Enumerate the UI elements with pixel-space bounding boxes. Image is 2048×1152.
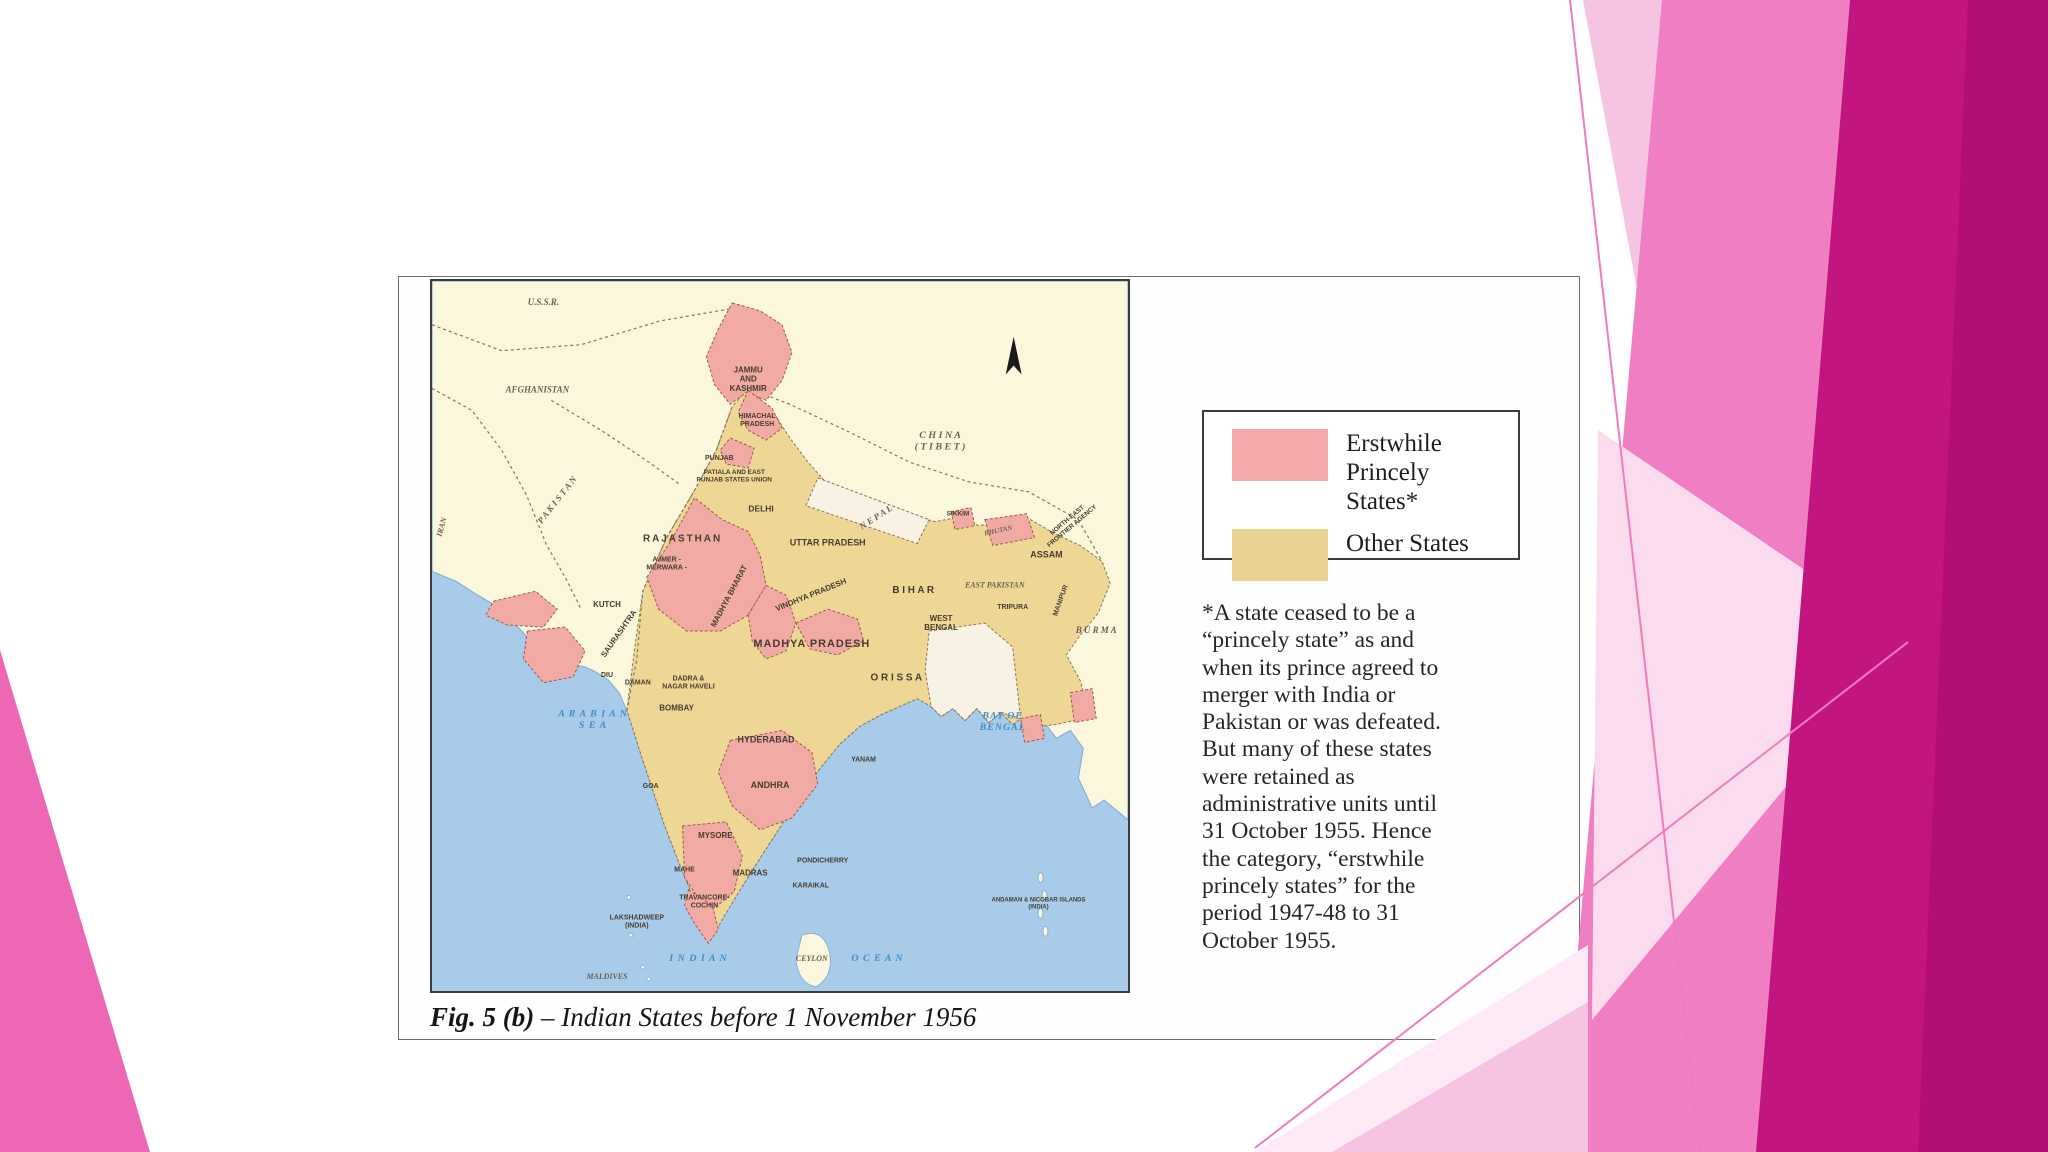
deco-band-darker (1918, 0, 2048, 1152)
border-lines (432, 308, 1103, 711)
deco-facet-pale (1592, 430, 1908, 1020)
map-label: CEYLON (796, 954, 828, 963)
map-label: AJMER -MERWARA - (646, 556, 687, 571)
nepal-region (805, 477, 930, 545)
map-label: DAMAN (625, 680, 651, 687)
deco-band-medium (1560, 0, 1850, 1152)
map-label: O R I S S A (871, 673, 923, 684)
legend-label-other: Other States (1346, 530, 1469, 557)
map-label: UTTAR PRADESH (790, 538, 866, 548)
map-label: JAMMU AND KASHMIR (730, 366, 767, 393)
legend-label-princely: Erstwhile Princely States* (1346, 430, 1442, 515)
map-label: SIKKIM (947, 511, 970, 518)
map-label: U.S.S.R. (528, 297, 559, 307)
map-label: MAHE (674, 867, 695, 874)
map-label: DELHI (748, 504, 773, 514)
map-label: TRAVANCORE-COCHIN (679, 894, 730, 909)
map-label: ANDAMAN & NICOBAR ISLANDS (INDIA) (992, 897, 1086, 910)
map-label: PATIALA AND EAST PUNJAB STATES UNION (697, 469, 773, 483)
east-pakistan-region (924, 622, 1022, 724)
map-label: HYDERABAD (738, 734, 796, 744)
map-label: WEST BENGAL (924, 614, 958, 632)
map-label: PONDICHERRY (797, 858, 848, 865)
map-label: EAST PAKISTAN (964, 580, 1025, 589)
map-label: MALDIVES (585, 972, 628, 981)
deco-line-steep (1569, 0, 1701, 1152)
map-label: B U R M A (1075, 625, 1117, 635)
legend-swatch-0 (1232, 429, 1328, 481)
figure-caption: Fig. 5 (b) – Indian States before 1 Nove… (430, 1002, 1170, 1033)
princely-states-footnote: *A state ceased to be a “princely state”… (1202, 600, 1441, 954)
map-label: ASSAM (1030, 549, 1062, 559)
deco-left-triangle (0, 650, 150, 1152)
map-label: ANDHRA (751, 780, 790, 790)
map-label: LAKSHADWEEP (INDIA) (610, 914, 665, 929)
princely-states (484, 302, 1097, 945)
islands (626, 872, 1049, 988)
map-label: YANAM (851, 756, 876, 763)
map-label: HIMACHAL PRADESH (739, 413, 777, 428)
map-label: DIU (601, 672, 613, 679)
legend-swatch-1 (1232, 529, 1328, 581)
map-label: PUNJAB (705, 455, 734, 462)
map-label: C H I N A( T I B E T ) (915, 430, 966, 452)
india-map: U.S.S.R. AFGHANISTAN IRAN P A K I S T A N JA… (430, 279, 1130, 993)
map-label: DADRA & NAGAR HAVELI (662, 676, 714, 691)
map-label: BAY OF BENGAL (979, 711, 1026, 733)
map-label: RAJASTHAN (643, 534, 722, 545)
map-label: B I H A R (892, 585, 934, 596)
map-label: KARAIKAL (793, 883, 830, 890)
north-arrow-icon (1005, 336, 1022, 375)
map-legend: Erstwhile Princely States* Other States (1202, 410, 1520, 581)
figure-caption-text: – Indian States before 1 November 1956 (534, 1002, 977, 1032)
map-label: KUTCH (593, 600, 621, 609)
map-label: MADHYA PRADESH (753, 638, 870, 650)
map-label: AFGHANISTAN (505, 384, 570, 394)
legend-row-princely: Erstwhile Princely States* (1232, 429, 1518, 516)
map-label: I N D I A N (668, 953, 727, 964)
map-label: O C E A N (851, 953, 903, 964)
map-label: MADRAS (733, 869, 768, 878)
map-label: TRIPURA (997, 604, 1028, 611)
legend-row-other: Other States (1232, 529, 1518, 581)
deco-band-light (1583, 0, 1905, 1152)
map-label: GOA (643, 783, 659, 790)
figure-caption-prefix: Fig. 5 (b) (430, 1002, 535, 1032)
deco-band-dark (1756, 0, 2048, 1152)
map-label: MYSORE (698, 831, 732, 840)
map-label: BOMBAY (659, 704, 694, 713)
